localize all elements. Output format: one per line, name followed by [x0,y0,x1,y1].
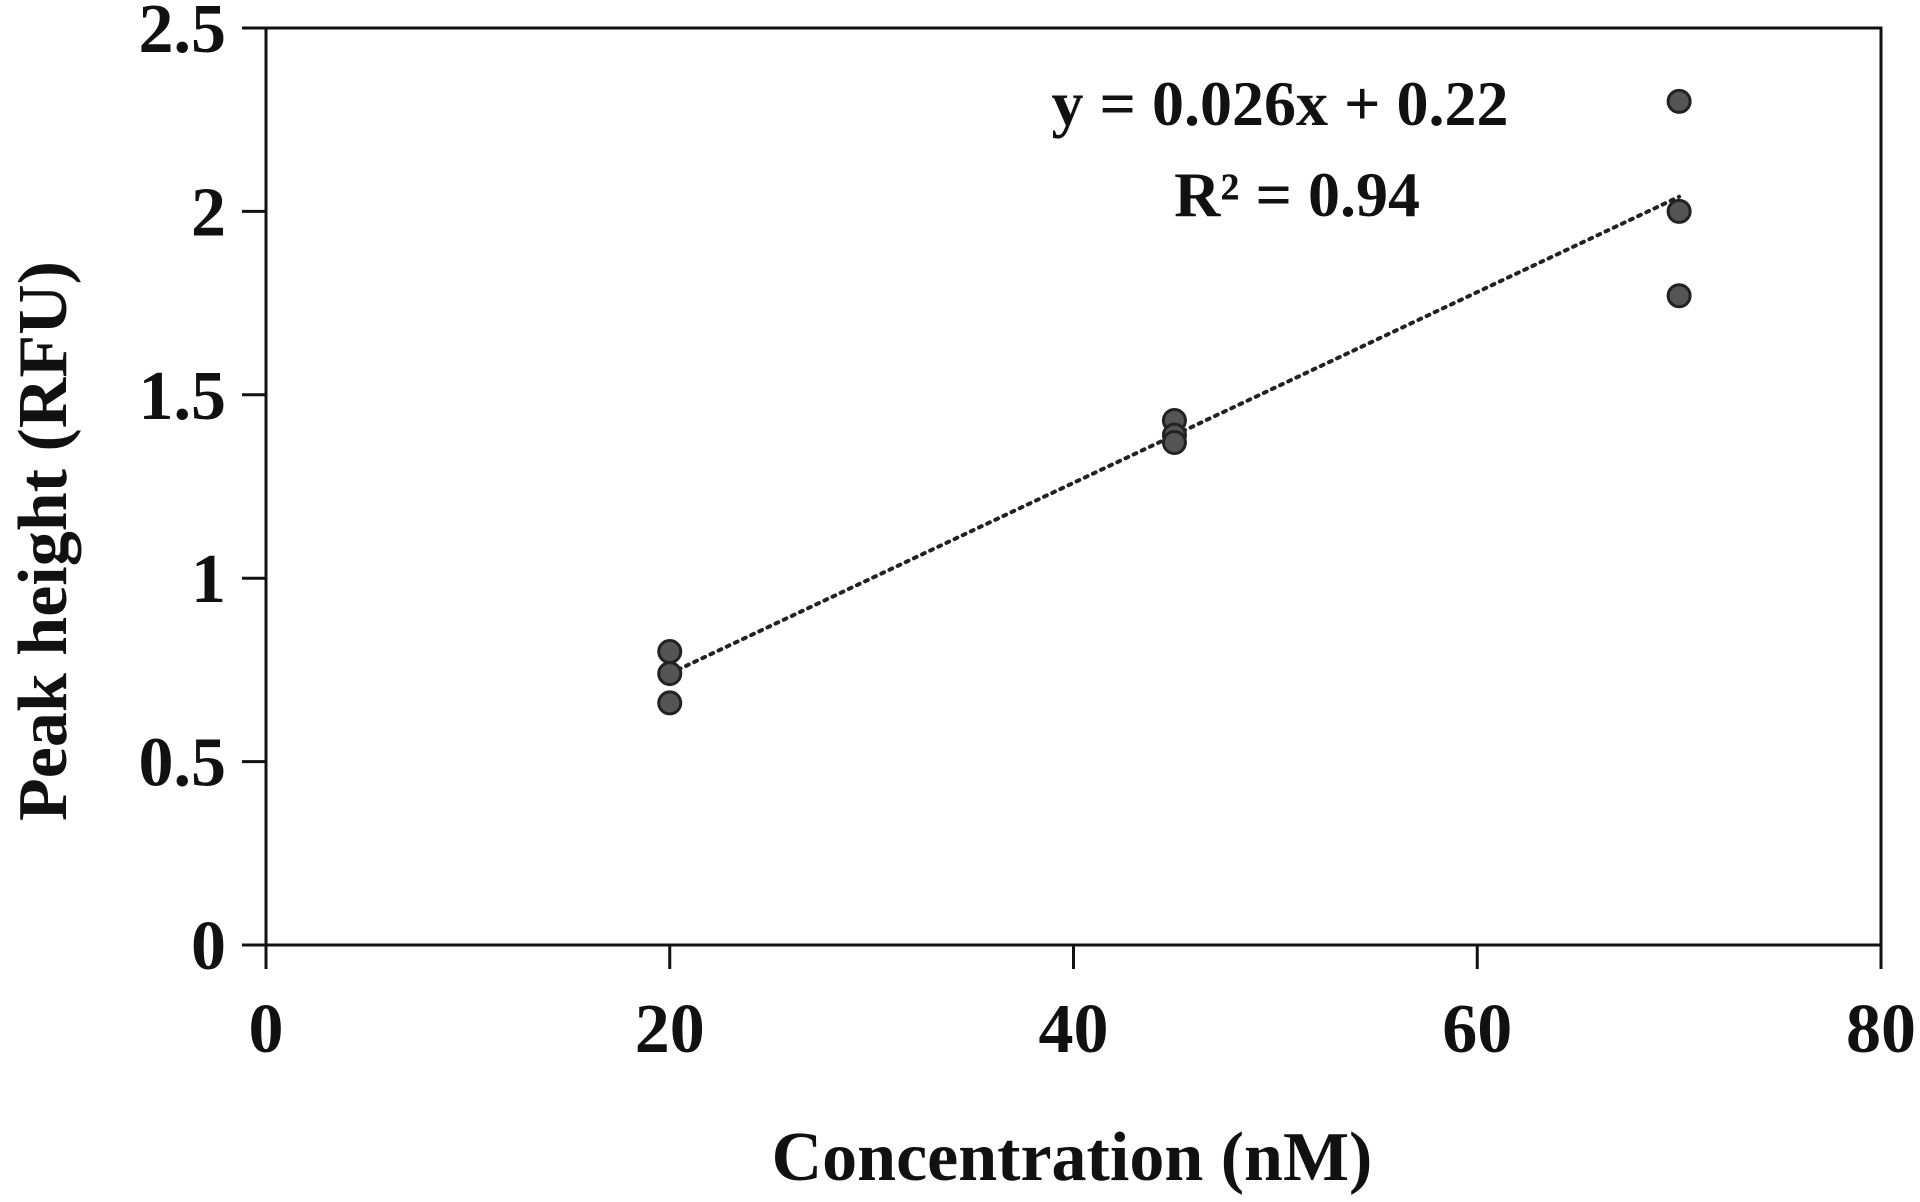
x-axis-title: Concentration (nM) [772,1119,1373,1196]
y-tick-label: 2.5 [139,0,227,68]
y-tick-label: 0 [191,908,226,985]
x-tick-label: 40 [1039,991,1109,1068]
data-point [657,661,683,687]
y-tick-label: 2 [191,174,226,251]
data-point [657,639,683,665]
x-tick-label: 60 [1442,991,1512,1068]
x-tick-label: 0 [249,991,284,1068]
y-tick-label: 1 [191,541,226,618]
data-point [1161,429,1187,455]
y-axis-title: Peak height (RFU) [5,261,82,821]
data-point [1666,198,1692,224]
r-squared-label: R² = 0.94 [1174,159,1420,230]
plot-frame [264,26,1883,947]
x-tick-label: 80 [1846,991,1916,1068]
trendline-equation: y = 0.026x + 0.22 [1052,68,1509,139]
x-tick-label: 20 [635,991,705,1068]
y-tick-label: 1.5 [139,358,227,435]
data-point [1666,88,1692,114]
y-tick-label: 0.5 [139,725,227,802]
data-point [1666,283,1692,309]
data-point [657,690,683,716]
